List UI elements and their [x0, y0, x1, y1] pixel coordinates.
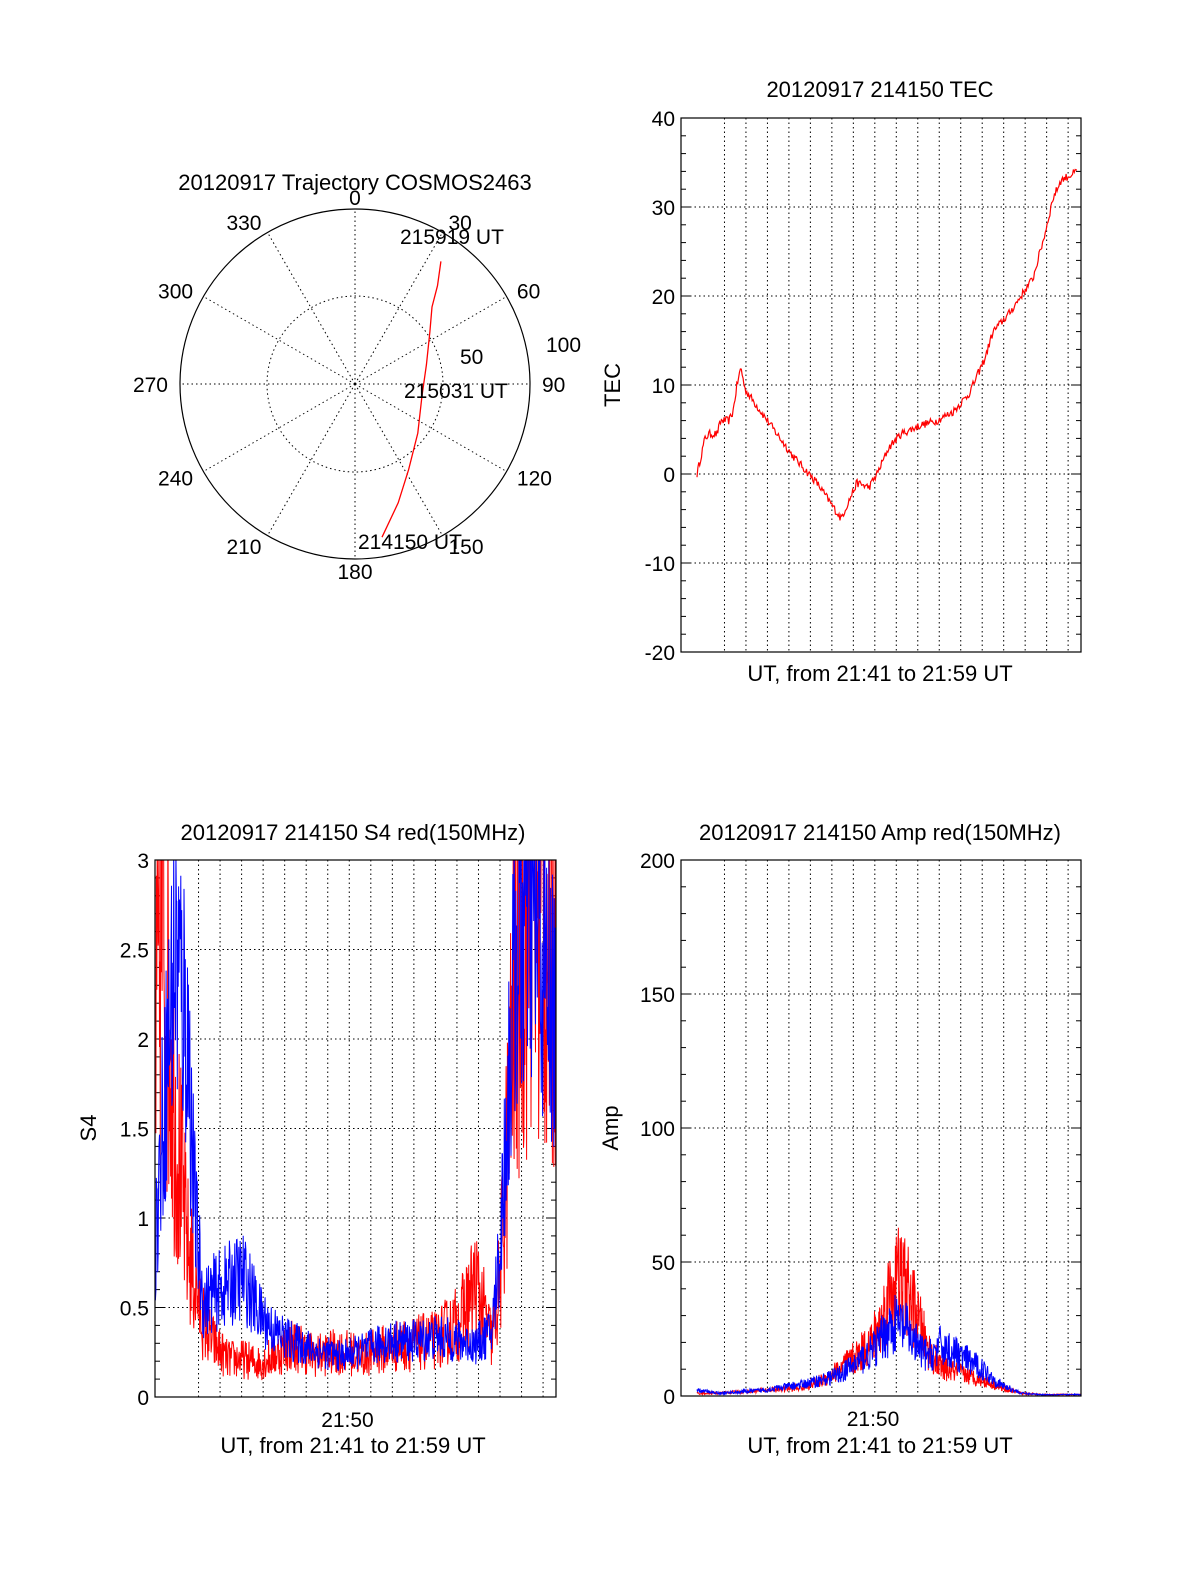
amp-plot-area	[696, 1227, 1081, 1396]
annotation-215031: 215031 UT	[404, 380, 508, 403]
tec-grid	[681, 118, 1081, 652]
azimuth-label: 60	[517, 281, 540, 304]
tec-y-tick-label: 40	[652, 108, 675, 131]
azimuth-label: 240	[158, 468, 193, 491]
tec-y-label: TEC	[600, 363, 625, 407]
azimuth-label: 30	[449, 212, 472, 235]
azimuth-spoke	[267, 232, 356, 385]
tec-x-label: UT, from 21:41 to 21:59 UT	[747, 661, 1012, 686]
amp-x-tick-label: 21:50	[847, 1408, 900, 1431]
annotation-214150: 214150 UT	[358, 531, 462, 554]
s4-y-ticks: 3 2.5 2 1.5 1 0.5 0	[120, 850, 556, 1410]
azimuth-label: 210	[226, 536, 261, 559]
azimuth-spoke	[267, 383, 356, 536]
horizon-circle	[179, 208, 531, 560]
amp-frame	[680, 859, 1082, 1397]
s4-title: 20120917 214150 S4 red(150MHz)	[181, 820, 526, 845]
azimuth-spoke	[354, 296, 507, 385]
azimuth-label: 180	[337, 561, 372, 584]
amp-x-ticks: 21:50	[847, 1408, 900, 1431]
tec-y-tick-label: -10	[645, 553, 675, 576]
ring-label-50: 50	[460, 346, 483, 369]
amp-y-tick-label: 0	[663, 1386, 675, 1409]
amp-y-ticks: 200 150 100 50 0	[640, 850, 1081, 1409]
azimuth-label: 90	[542, 374, 565, 397]
tec-y-tick-label: 10	[652, 375, 675, 398]
tec-line	[696, 168, 1078, 521]
azimuth-label: 0	[349, 187, 361, 210]
s4-chart: 20120917 214150 S4 red(150MHz) 3 2.5 2 1.5 1…	[76, 820, 557, 1458]
amp-chart: 20120917 214150 Amp red(150MHz) 200 150 10…	[598, 820, 1082, 1458]
trajectory-polar-chart: 20120917 Trajectory COSMOS2463 0 30 60 90 12…	[133, 170, 581, 584]
s4-line-blue	[155, 860, 556, 1372]
azimuth-label: 300	[158, 281, 193, 304]
amp-y-tick-label: 150	[640, 984, 675, 1007]
s4-y-tick-label: 1.5	[120, 1119, 149, 1142]
elevation-ring	[266, 295, 444, 473]
azimuth-label: 270	[133, 374, 168, 397]
tec-frame	[680, 117, 1082, 653]
s4-plot-area	[155, 860, 556, 1381]
amp-grid	[681, 860, 1081, 1396]
amp-y-tick-label: 200	[640, 850, 675, 873]
s4-x-tick-label: 21:50	[321, 1409, 374, 1432]
azimuth-label: 150	[449, 536, 484, 559]
amp-line-blue	[696, 1294, 1081, 1396]
azimuth-label: 330	[226, 212, 261, 235]
s4-y-tick-label: 0	[137, 1387, 149, 1410]
s4-x-ticks: 21:50	[321, 1409, 374, 1432]
tec-y-tick-label: -20	[645, 642, 675, 665]
azimuth-spoke	[203, 296, 356, 385]
azimuth-label: 120	[517, 468, 552, 491]
amp-x-label: UT, from 21:41 to 21:59 UT	[747, 1433, 1012, 1458]
trajectory-track	[381, 261, 442, 538]
amp-y-label: Amp	[598, 1105, 623, 1150]
s4-y-label: S4	[76, 1115, 101, 1142]
s4-line-red	[155, 860, 556, 1381]
annotation-215919: 215919 UT	[400, 226, 504, 249]
ring-label-100: 100	[546, 334, 581, 357]
amp-y-tick-label: 100	[640, 1118, 675, 1141]
s4-y-tick-label: 2.5	[120, 940, 149, 963]
s4-series	[155, 860, 556, 1381]
amp-series	[696, 1227, 1081, 1396]
s4-y-tick-label: 0.5	[120, 1298, 149, 1321]
s4-x-label: UT, from 21:41 to 21:59 UT	[220, 1433, 485, 1458]
s4-frame	[154, 859, 557, 1398]
amp-y-tick-label: 50	[652, 1252, 675, 1275]
s4-y-tick-label: 1	[137, 1208, 149, 1231]
tec-y-tick-label: 20	[652, 286, 675, 309]
tec-series	[696, 168, 1078, 521]
s4-y-tick-label: 2	[137, 1029, 149, 1052]
tec-y-tick-label: 30	[652, 197, 675, 220]
tec-y-ticks: 40 30 20 10 0 -10 -20	[645, 108, 1081, 665]
tec-title: 20120917 214150 TEC	[766, 77, 993, 102]
tec-y-tick-label: 0	[663, 464, 675, 487]
trajectory-title: 20120917 Trajectory COSMOS2463	[178, 170, 531, 195]
azimuth-labels: 0 30 60 90 120 150 180 210 240 270 300 330	[133, 187, 565, 584]
s4-y-tick-label: 3	[137, 850, 149, 873]
amp-title: 20120917 214150 Amp red(150MHz)	[699, 820, 1061, 845]
azimuth-spoke	[354, 383, 443, 536]
